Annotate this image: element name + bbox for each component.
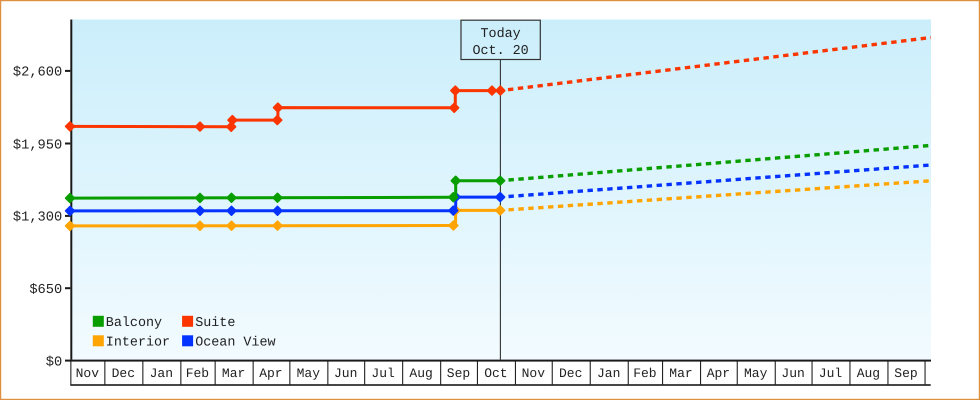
svg-text:Apr: Apr bbox=[707, 366, 730, 381]
svg-text:$1,950: $1,950 bbox=[13, 138, 62, 153]
svg-text:Jun: Jun bbox=[781, 366, 804, 381]
svg-text:Oct. 20: Oct. 20 bbox=[472, 44, 528, 59]
svg-text:Nov: Nov bbox=[76, 366, 100, 381]
svg-text:$1,300: $1,300 bbox=[13, 211, 62, 226]
svg-text:Aug: Aug bbox=[409, 366, 432, 381]
svg-text:Jul: Jul bbox=[371, 366, 395, 381]
svg-text:May: May bbox=[297, 366, 321, 381]
svg-text:Ocean View: Ocean View bbox=[195, 335, 275, 350]
svg-text:$2,600: $2,600 bbox=[13, 66, 62, 81]
svg-text:May: May bbox=[744, 366, 768, 381]
svg-text:$0: $0 bbox=[46, 355, 62, 370]
svg-text:Sep: Sep bbox=[447, 366, 470, 381]
svg-text:Today: Today bbox=[481, 27, 521, 42]
svg-text:Jun: Jun bbox=[334, 366, 357, 381]
svg-text:Jul: Jul bbox=[819, 366, 843, 381]
svg-text:Dec: Dec bbox=[112, 366, 135, 381]
svg-text:Balcony: Balcony bbox=[106, 316, 162, 331]
svg-text:Interior: Interior bbox=[106, 335, 170, 350]
svg-text:Nov: Nov bbox=[522, 366, 546, 381]
svg-text:Feb: Feb bbox=[633, 366, 656, 381]
svg-text:Feb: Feb bbox=[186, 366, 209, 381]
svg-text:Sep: Sep bbox=[894, 366, 917, 381]
svg-text:Suite: Suite bbox=[195, 316, 235, 331]
svg-text:$650: $650 bbox=[29, 283, 62, 298]
svg-text:Oct: Oct bbox=[484, 366, 507, 381]
svg-text:Dec: Dec bbox=[559, 366, 582, 381]
svg-text:Mar: Mar bbox=[669, 366, 692, 381]
svg-text:Jan: Jan bbox=[597, 366, 620, 381]
svg-text:Apr: Apr bbox=[259, 366, 282, 381]
svg-text:Mar: Mar bbox=[222, 366, 245, 381]
svg-text:Jan: Jan bbox=[150, 366, 173, 381]
svg-text:Aug: Aug bbox=[857, 366, 880, 381]
